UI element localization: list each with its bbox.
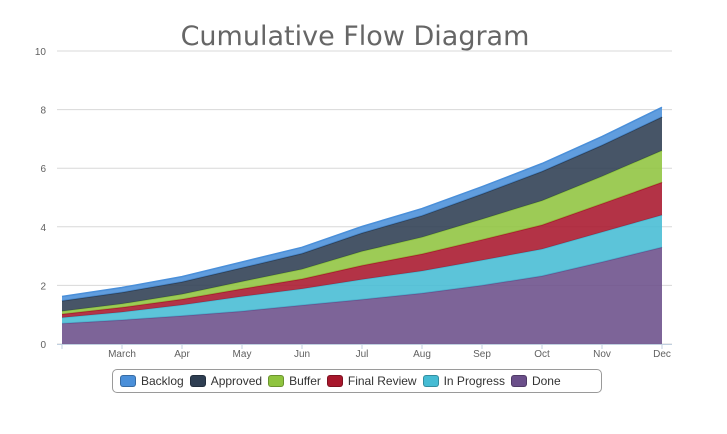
x-tick-label: Oct — [534, 349, 550, 360]
legend-swatch — [326, 375, 343, 387]
legend-item-done[interactable]: Done — [510, 374, 561, 388]
x-tick-label: Apr — [174, 349, 190, 360]
y-tick-label: 10 — [35, 47, 47, 58]
legend-label: Approved — [210, 374, 263, 388]
y-tick-label: 0 — [40, 340, 46, 351]
x-tick-label: May — [233, 349, 252, 360]
series-line-backlog — [61, 106, 663, 298]
y-tick-label: 8 — [40, 106, 46, 117]
x-tick-label: Aug — [413, 349, 431, 360]
x-tick-label: Sep — [473, 349, 491, 360]
legend-label: Final Review — [347, 374, 417, 388]
legend-swatch — [422, 375, 439, 387]
legend-label: Buffer — [289, 374, 321, 388]
x-tick-label: Dec — [653, 349, 671, 360]
y-tick-label: 4 — [40, 223, 46, 234]
legend-label: In Progress — [443, 374, 505, 388]
x-tick-label: March — [108, 349, 136, 360]
legend-item-buffer[interactable]: Buffer — [268, 374, 321, 388]
legend-item-final-review[interactable]: Final Review — [326, 374, 417, 388]
x-tick-label: Jul — [356, 349, 369, 360]
legend-label: Backlog — [141, 374, 184, 388]
legend-item-backlog[interactable]: Backlog — [120, 374, 184, 388]
legend-swatch — [189, 375, 206, 387]
legend-item-approved[interactable]: Approved — [189, 374, 263, 388]
y-tick-label: 2 — [40, 281, 46, 292]
x-tick-label: Jun — [294, 349, 310, 360]
legend-label: Done — [531, 374, 561, 388]
series-area-done — [62, 247, 662, 344]
legend-swatch — [268, 375, 285, 387]
legend-swatch — [120, 375, 136, 387]
legend-swatch — [510, 375, 527, 387]
legend-item-in-progress[interactable]: In Progress — [422, 374, 505, 388]
x-tick-label: Nov — [593, 349, 611, 360]
chart-legend: Backlog Approved Buffer Final Review In Prog… — [112, 369, 602, 393]
chart-title: Cumulative Flow Diagram — [181, 21, 530, 52]
y-tick-label: 6 — [40, 164, 46, 175]
